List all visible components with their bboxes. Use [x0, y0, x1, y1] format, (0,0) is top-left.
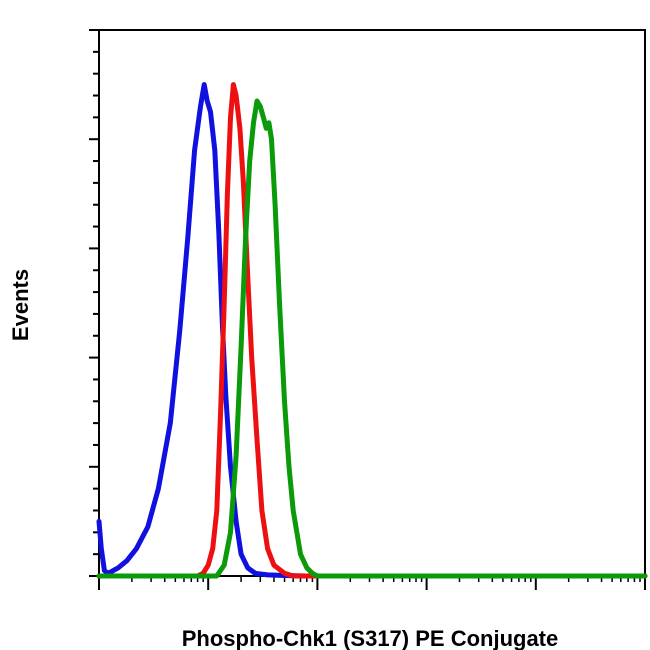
x-axis-title: Phospho-Chk1 (S317) PE Conjugate [182, 626, 559, 650]
series-line-2 [96, 82, 648, 579]
y-axis-ticks [89, 29, 99, 577]
y-axis-title: Events [8, 269, 33, 341]
series-group [96, 82, 648, 579]
series-line-3 [96, 98, 648, 579]
series-line-1 [96, 82, 648, 579]
